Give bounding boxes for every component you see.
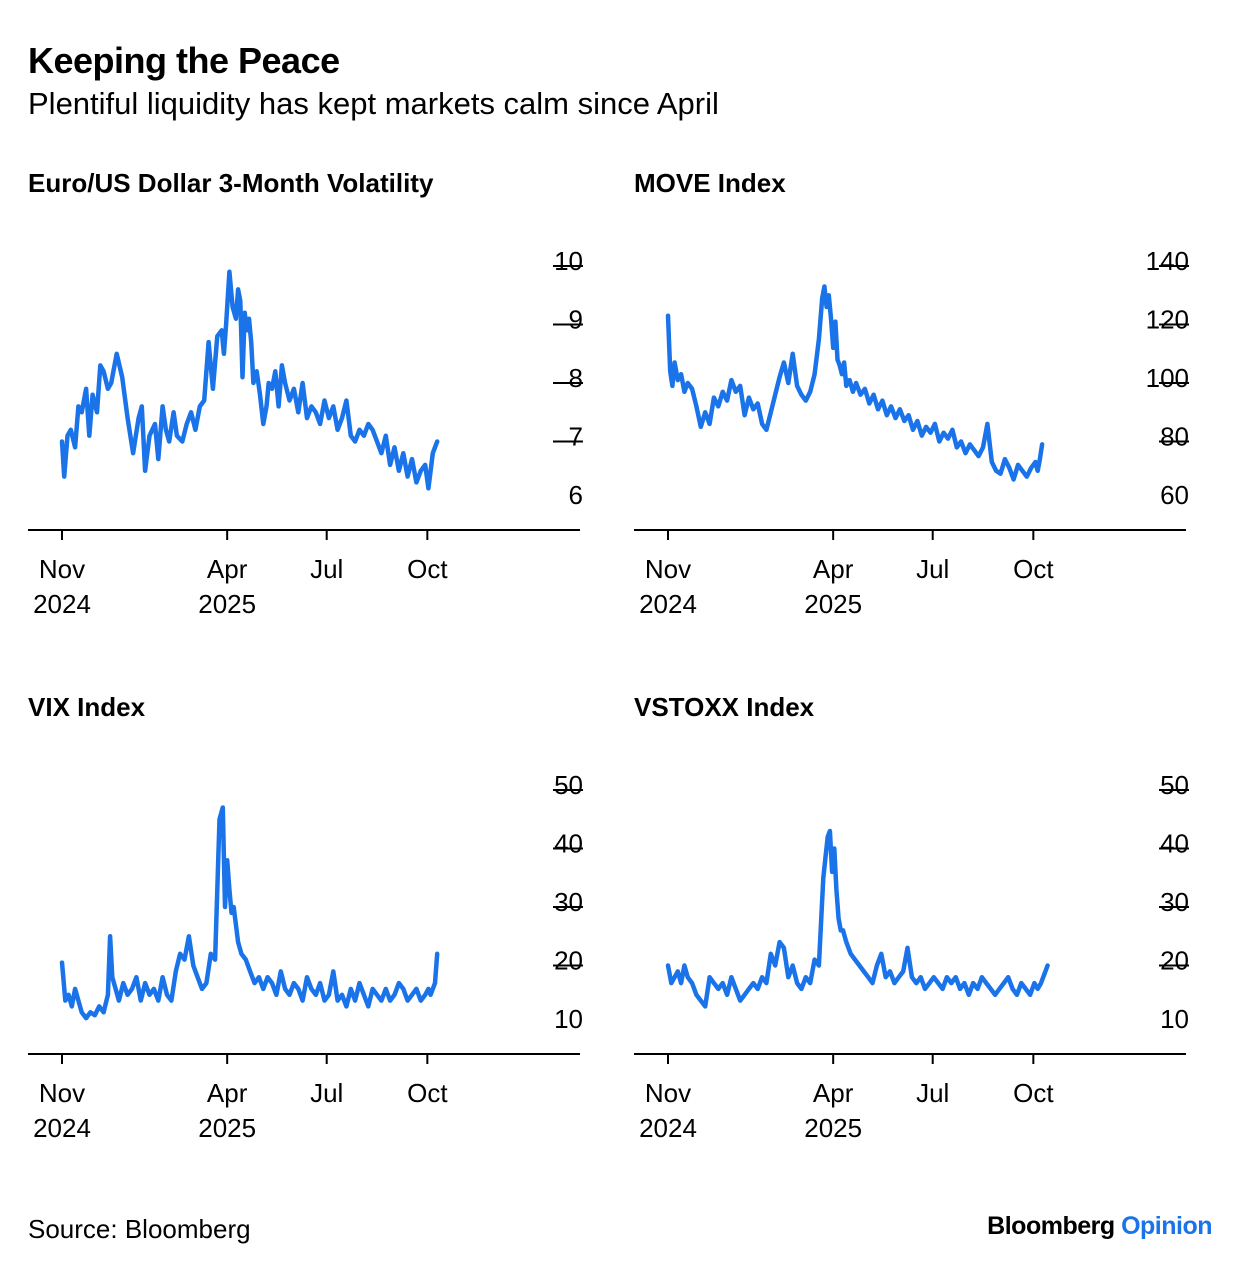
panel-title-vix: VIX Index <box>28 692 146 722</box>
brand-logo: Bloomberg Opinion <box>987 1212 1212 1241</box>
x-tick-sublabel: 2024 <box>33 589 91 619</box>
brand-name: Bloomberg <box>987 1212 1115 1240</box>
panel-title-move: MOVE Index <box>634 168 786 198</box>
x-tick-label: Apr <box>813 1078 854 1108</box>
y-tick-label: 8 <box>569 363 583 393</box>
x-tick-label: Nov <box>645 1078 691 1108</box>
panel-title-eurusd: Euro/US Dollar 3-Month Volatility <box>28 168 434 198</box>
brand-suffix: Opinion <box>1121 1212 1212 1240</box>
chart-title: Keeping the Peace <box>28 40 340 81</box>
vstoxx-index-chart: 10 20 30 40 50 Nov 2024 Apr 2025 Jul Oct <box>634 770 1189 1143</box>
x-tick-sublabel: 2025 <box>804 1113 862 1143</box>
x-tick-sublabel: 2025 <box>198 1113 256 1143</box>
y-tick-label: 40 <box>554 829 583 859</box>
x-tick-label: Apr <box>813 554 854 584</box>
y-tick-label: 120 <box>1146 305 1189 335</box>
y-tick-label: 30 <box>1160 887 1189 917</box>
move-index-chart: 60 80 100 120 140 Nov 2024 Apr 2025 Jul Oct <box>634 246 1189 619</box>
y-tick-label: 9 <box>569 305 583 335</box>
y-tick-label: 20 <box>554 946 583 976</box>
y-tick-label: 50 <box>554 770 583 800</box>
x-tick-label: Oct <box>1013 1078 1054 1108</box>
y-tick-label: 30 <box>554 887 583 917</box>
y-tick-label: 6 <box>569 480 583 510</box>
x-tick-label: Apr <box>207 554 248 584</box>
vix-index-chart: 10 20 30 40 50 Nov 2024 Apr 2025 Jul Oct <box>28 770 583 1143</box>
series-line <box>59 269 440 491</box>
x-tick-label: Nov <box>645 554 691 584</box>
y-tick-label: 50 <box>1160 770 1189 800</box>
series-line <box>59 805 440 1021</box>
y-tick-label: 7 <box>569 422 583 452</box>
y-tick-label: 10 <box>1160 1004 1189 1034</box>
x-tick-sublabel: 2025 <box>198 589 256 619</box>
x-tick-label: Oct <box>1013 554 1054 584</box>
x-tick-label: Nov <box>39 554 85 584</box>
y-tick-label: 140 <box>1146 246 1189 276</box>
x-tick-label: Jul <box>310 1078 343 1108</box>
source-note: Source: Bloomberg <box>28 1214 251 1244</box>
y-tick-label: 10 <box>554 246 583 276</box>
x-tick-label: Nov <box>39 1078 85 1108</box>
x-tick-label: Jul <box>916 554 949 584</box>
series-line <box>665 284 1045 482</box>
x-tick-sublabel: 2024 <box>639 1113 697 1143</box>
series-line <box>665 828 1050 1009</box>
x-tick-sublabel: 2025 <box>804 589 862 619</box>
x-tick-label: Oct <box>407 554 448 584</box>
y-tick-label: 10 <box>554 1004 583 1034</box>
x-tick-label: Jul <box>916 1078 949 1108</box>
eurusd-vol-chart: 6 7 8 9 10 Nov 2024 Apr 2025 Jul Oct <box>28 246 583 619</box>
x-tick-label: Apr <box>207 1078 248 1108</box>
y-tick-label: 40 <box>1160 829 1189 859</box>
x-tick-sublabel: 2024 <box>639 589 697 619</box>
x-tick-label: Jul <box>310 554 343 584</box>
y-tick-label: 100 <box>1146 363 1189 393</box>
panel-title-vstoxx: VSTOXX Index <box>634 692 815 722</box>
x-tick-label: Oct <box>407 1078 448 1108</box>
y-tick-label: 60 <box>1160 480 1189 510</box>
chart-subtitle: Plentiful liquidity has kept markets cal… <box>28 86 719 121</box>
y-tick-label: 80 <box>1160 422 1189 452</box>
y-tick-label: 20 <box>1160 946 1189 976</box>
x-tick-sublabel: 2024 <box>33 1113 91 1143</box>
